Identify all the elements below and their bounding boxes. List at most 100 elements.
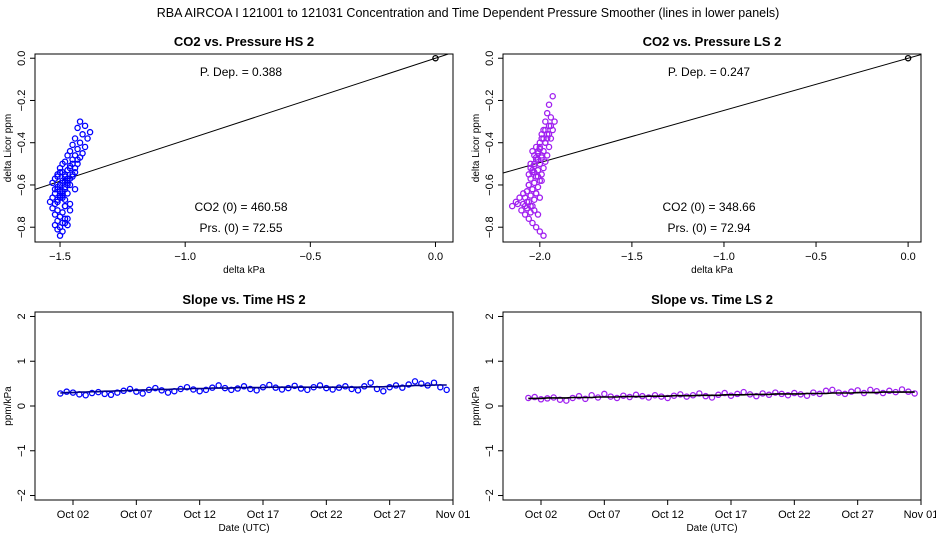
data-point [285,384,292,392]
prs-zero-annotation: Prs. (0) = 72.55 [199,221,282,235]
data-point [525,171,533,178]
x-tick-label: 0.0 [428,251,443,263]
x-tick-label: Oct 17 [715,509,747,521]
y-tick-label: −0.6 [16,174,28,196]
data-point [49,179,56,187]
chart-hs-pressure: CO2 vs. Pressure HS 2 −1.5 −1.0 −0.5 0.0 delt… [3,34,454,276]
data-point [575,392,583,400]
data-point [79,131,86,138]
data-point [873,387,880,395]
plot-frame [502,53,922,243]
data-point [380,387,387,395]
p-dep-annotation: P. Dep. = 0.388 [200,65,283,79]
data-point [531,393,538,401]
data-point [66,207,74,214]
data-point [784,392,792,399]
data-point [540,232,547,239]
data-point [772,389,779,396]
data-point [84,135,91,142]
data-point [683,393,690,400]
data-point [202,386,210,394]
x-tick-label: −0.5 [299,251,321,263]
data-point [508,202,516,210]
data-point [64,221,71,229]
data-point [521,202,529,210]
y-tick-label: −1 [16,444,28,457]
data-point [63,388,70,395]
plot-frame [34,53,454,243]
x-tick-label: Oct 07 [588,509,620,521]
data-point [64,152,71,159]
y-tick-label: 0 [484,403,496,409]
chart-title: Slope vs. Time LS 2 [651,292,773,307]
data-point [88,389,96,397]
data-point [536,194,544,201]
data-point [56,232,64,239]
x-tick-label: −0.5 [805,251,827,263]
data-point [139,390,146,397]
data-point [81,122,89,130]
chart-title: CO2 vs. Pressure LS 2 [643,34,782,49]
data-point [107,391,115,399]
data-point [527,160,534,168]
y-tick-label: −0.6 [484,174,496,196]
x-tick-label: Oct 07 [120,509,152,521]
data-point [158,387,165,394]
data-point [316,382,324,389]
fit-line [503,54,921,174]
data-point [215,382,222,389]
data-point [529,166,536,174]
data-point [702,392,709,400]
data-point [74,124,81,132]
data-point [547,122,555,130]
data-point [69,160,76,168]
x-tick-label: −1.5 [621,251,643,263]
x-tick-label: Oct 22 [310,509,342,521]
plot-area [57,378,450,399]
x-axis-label: delta kPa [691,265,733,276]
data-point [525,215,533,223]
data-point [525,181,533,189]
prs-zero-annotation: Prs. (0) = 72.94 [667,221,750,235]
y-axis-label: delta Licor ppm [471,114,482,182]
data-point [753,392,760,400]
x-tick-label: Oct 12 [183,509,215,521]
y-tick-label: −0.4 [484,132,496,154]
data-point [898,386,906,393]
y-tick-label: −0.2 [16,90,28,112]
x-tick-label: −1.5 [49,251,71,263]
data-point [196,387,203,395]
origin-point [904,54,912,62]
y-tick-label: −0.8 [16,216,28,238]
data-point [520,190,527,197]
data-point [734,390,741,398]
data-point [542,126,549,134]
data-point [545,131,553,138]
data-point [601,390,608,398]
data-point [76,118,84,125]
y-tick-label: −0.8 [484,216,496,238]
data-point [829,386,836,394]
y-tick-label: 2 [16,313,28,319]
data-point [66,181,74,189]
data-point [443,386,450,394]
data-point [537,396,545,403]
data-point [529,219,536,227]
chart-hs-time: Slope vs. Time HS 2 Oct 02 Oct 07 Oct 12 Oct… [3,292,470,534]
y-tick-label: 0 [16,403,28,409]
x-axis-label: delta kPa [223,265,265,276]
data-point [531,196,538,204]
data-point [538,152,545,159]
y-tick-label: 0.0 [16,51,28,66]
data-point [563,397,570,404]
data-point [354,387,362,394]
plot-frame [502,311,922,501]
y-tick-label: −2 [16,489,28,502]
data-point [228,386,235,394]
data-point [291,382,298,390]
x-tick-label: Oct 27 [373,509,405,521]
data-point [126,385,134,393]
y-tick-label: −1 [484,444,496,457]
y-tick-label: 1 [484,358,496,364]
